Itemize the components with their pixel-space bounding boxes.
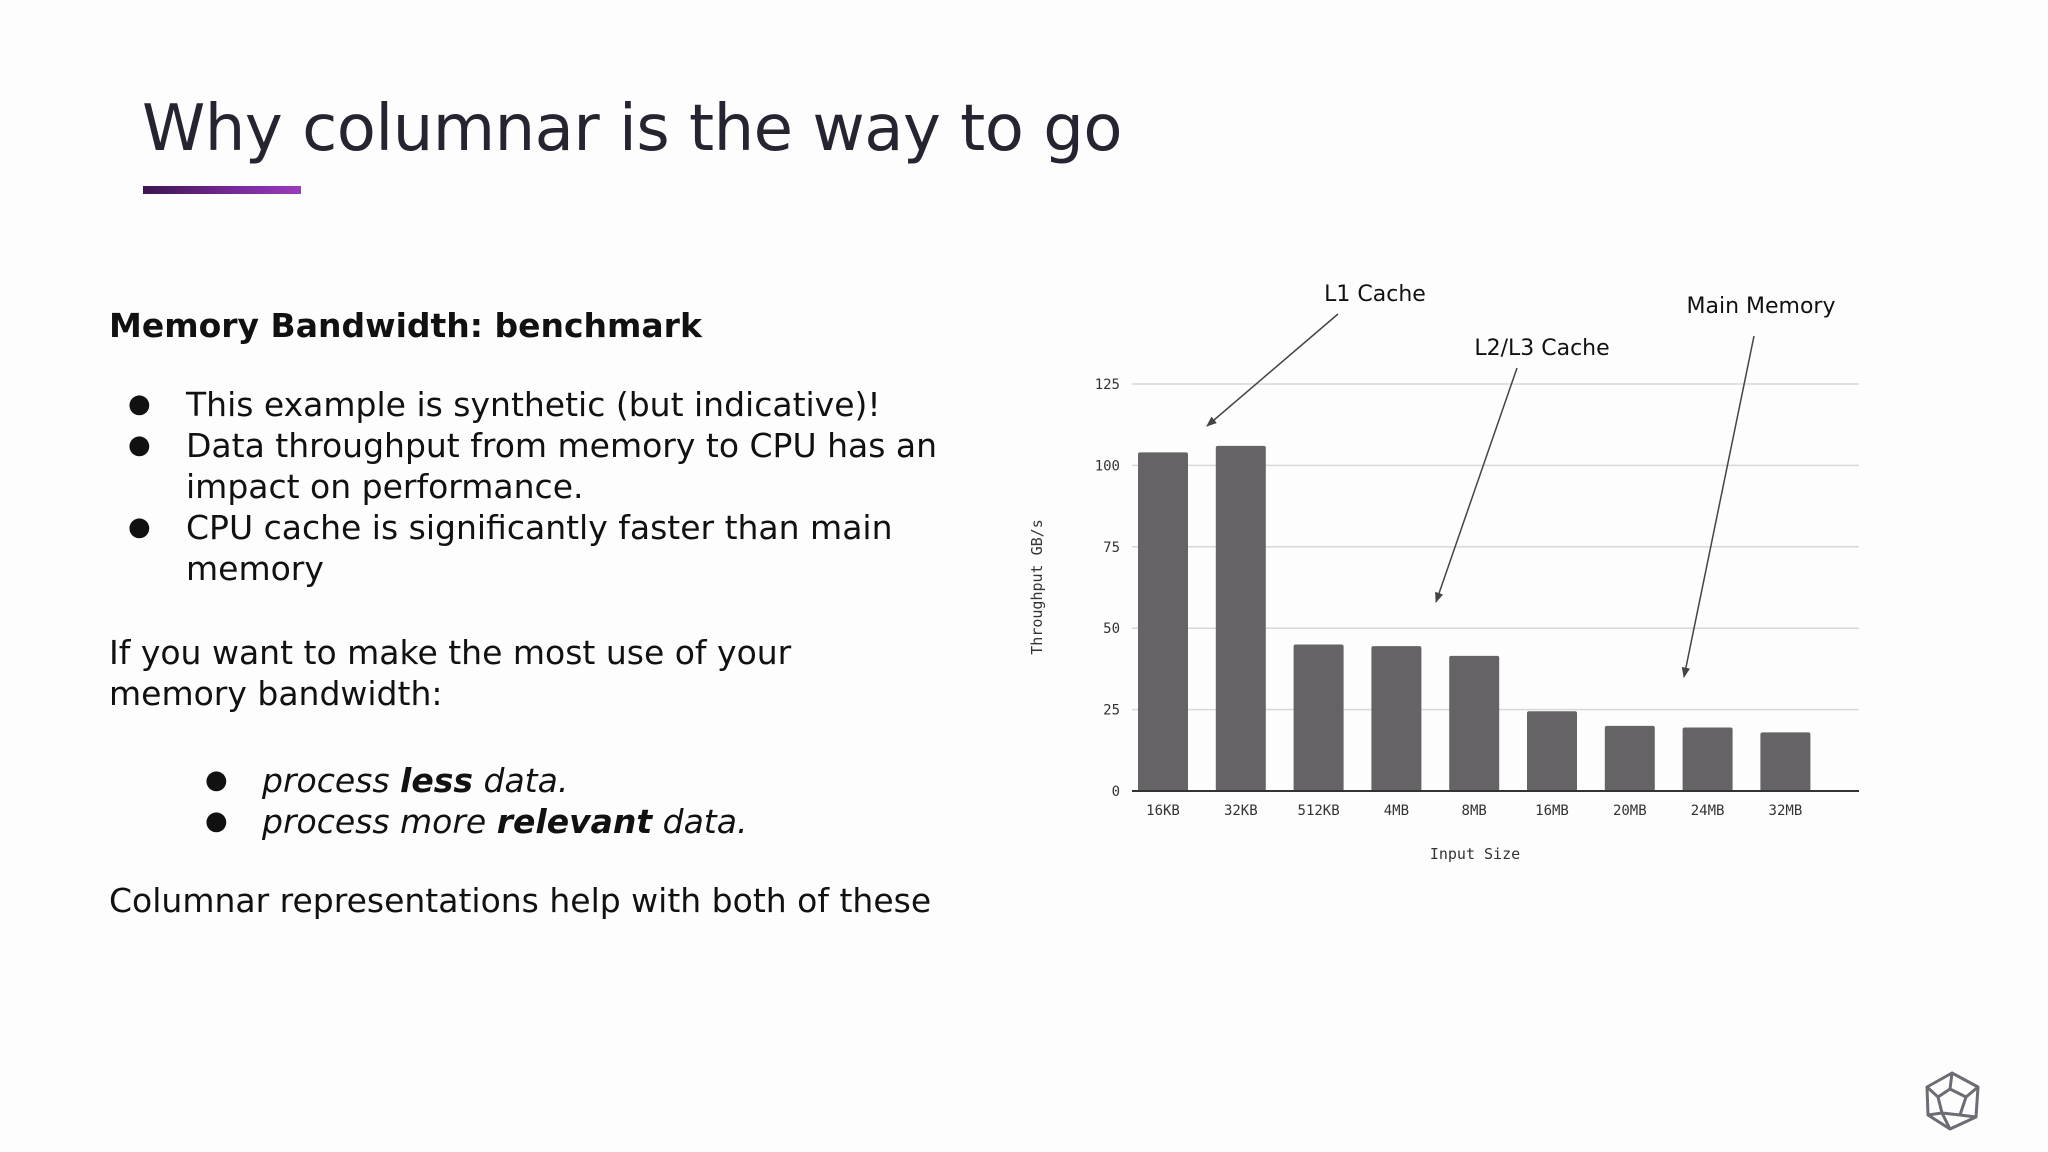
bullet-item: ● CPU cache is significantly faster than … bbox=[109, 507, 1009, 589]
bullet-text: This example is synthetic (but indicativ… bbox=[186, 385, 881, 424]
x-tick-label: 32KB bbox=[1224, 803, 1258, 819]
bar bbox=[1604, 725, 1655, 791]
y-axis-label: Throughput GB/s bbox=[1028, 519, 1046, 654]
sub-bullet-list: ● process less data. ● process more releva… bbox=[186, 760, 747, 842]
bar bbox=[1371, 646, 1422, 791]
annotation-label: Main Memory bbox=[1687, 294, 1836, 319]
x-tick-label: 20MB bbox=[1613, 803, 1647, 819]
x-tick-label: 4MB bbox=[1384, 803, 1409, 819]
bar bbox=[1449, 655, 1500, 791]
title-underline bbox=[143, 186, 301, 194]
sub-bullet-item: ● process less data. bbox=[186, 760, 747, 801]
sub-bullet-item: ● process more relevant data. bbox=[186, 801, 747, 842]
y-tick-label: 75 bbox=[1103, 540, 1120, 556]
x-tick-label: 8MB bbox=[1462, 803, 1487, 819]
bullet-text: Data throughput from memory to CPU has a… bbox=[186, 426, 938, 506]
bullet-dot-icon: ● bbox=[205, 806, 228, 836]
annotation-arrow bbox=[1206, 313, 1339, 427]
bullet-dot-icon: ● bbox=[205, 765, 228, 795]
sub-bullet-pre: process bbox=[262, 761, 401, 800]
paragraph: If you want to make the most use of your… bbox=[109, 633, 792, 713]
bullet-item: ● Data throughput from memory to CPU has … bbox=[109, 425, 1009, 507]
slide-title: Why columnar is the way to go bbox=[142, 92, 1123, 166]
sub-bullet-bold: relevant bbox=[496, 802, 653, 841]
y-tick-label: 100 bbox=[1095, 458, 1120, 474]
section-heading: Memory Bandwidth: benchmark bbox=[109, 306, 702, 345]
sub-bullet-post: data. bbox=[473, 761, 569, 800]
bullet-dot-icon: ● bbox=[128, 430, 151, 460]
bullet-list: ● This example is synthetic (but indicati… bbox=[109, 384, 1009, 589]
bar bbox=[1293, 644, 1344, 791]
annotation-arrow bbox=[1681, 335, 1755, 679]
x-tick-label: 32MB bbox=[1769, 803, 1803, 819]
bar bbox=[1215, 445, 1266, 791]
sub-bullet-post: data. bbox=[652, 802, 748, 841]
bar bbox=[1138, 452, 1188, 791]
y-tick-label: 25 bbox=[1103, 703, 1120, 719]
bar bbox=[1760, 732, 1811, 791]
bullet-text: CPU cache is significantly faster than m… bbox=[186, 508, 893, 588]
polyhedron-logo-icon bbox=[1925, 1071, 1980, 1131]
sub-bullet-pre: process more bbox=[262, 802, 497, 841]
x-tick-label: 16KB bbox=[1146, 803, 1180, 819]
annotation-label: L1 Cache bbox=[1324, 282, 1426, 307]
sub-bullet-bold: less bbox=[400, 761, 474, 800]
y-tick-label: 0 bbox=[1112, 784, 1120, 800]
x-tick-label: 512KB bbox=[1298, 803, 1340, 819]
bullet-dot-icon: ● bbox=[128, 512, 151, 542]
bullet-dot-icon: ● bbox=[128, 389, 151, 419]
x-tick-label: 24MB bbox=[1691, 803, 1725, 819]
bullet-item: ● This example is synthetic (but indicati… bbox=[109, 384, 1009, 425]
y-tick-label: 125 bbox=[1095, 377, 1120, 393]
annotation-arrow bbox=[1435, 367, 1518, 603]
throughput-bar-chart: 0 25 50 75 100 125 16KB 32KB 512KB 4MB 8MB 16MB 20MB… bbox=[1028, 282, 1859, 863]
closing-text: Columnar representations help with both … bbox=[109, 881, 932, 920]
bar bbox=[1682, 727, 1733, 791]
bar bbox=[1527, 711, 1577, 791]
x-axis-label: Input Size bbox=[1430, 845, 1520, 863]
annotation-label: L2/L3 Cache bbox=[1474, 336, 1609, 361]
x-tick-label: 16MB bbox=[1535, 803, 1569, 819]
y-tick-label: 50 bbox=[1103, 621, 1120, 637]
